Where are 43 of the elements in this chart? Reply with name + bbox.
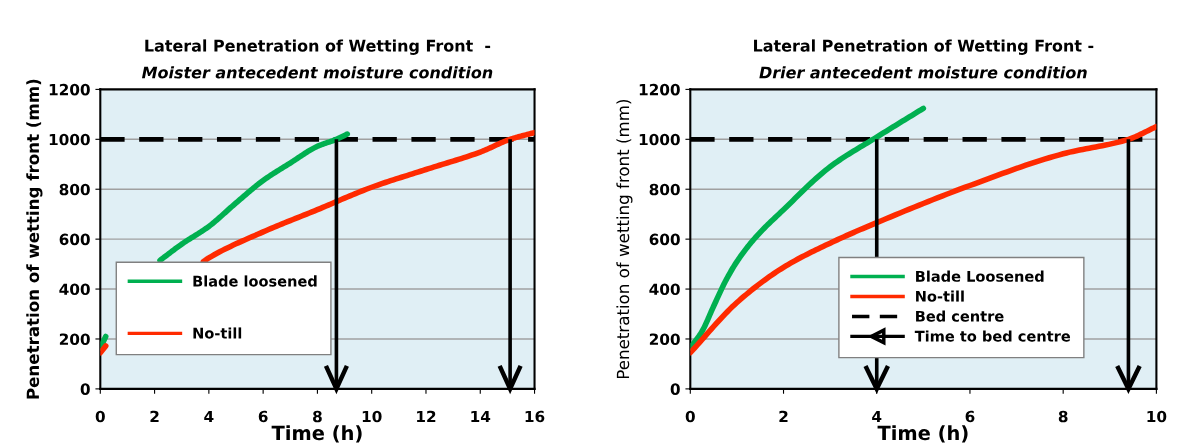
x-tick-label: 6 (965, 410, 975, 423)
legend-label: No-till (193, 327, 242, 339)
x-tick-label: 0 (95, 410, 105, 423)
y-tick-label: 800 (649, 183, 680, 196)
x-tick-label: 10 (1147, 410, 1167, 423)
x-axis-title: Time (h) (271, 425, 362, 443)
legend-label: Bed centre (916, 310, 1004, 322)
y-tick-label: 1200 (49, 83, 90, 96)
y-tick-label: 1000 (639, 133, 680, 146)
x-tick-label: 0 (685, 410, 695, 423)
y-tick-label: 600 (649, 233, 680, 246)
legend-label: No-till (916, 290, 964, 302)
y-tick-label: 400 (59, 283, 90, 296)
x-tick-label: 4 (204, 410, 214, 423)
chart-title: Lateral Penetration of Wetting Front - (145, 39, 491, 55)
y-tick-label: 200 (59, 333, 90, 345)
legend-label: Blade Loosened (916, 270, 1044, 282)
x-axis-title: Time (h) (877, 425, 968, 443)
x-tick-label: 16 (525, 410, 545, 423)
x-tick-label: 4 (872, 410, 882, 423)
x-tick-label: 2 (779, 410, 788, 423)
chart-subtitle: Drier antecedent moisture condition (759, 66, 1087, 79)
y-tick-label: 1200 (639, 83, 680, 96)
y-tick-label: 600 (59, 233, 90, 246)
y-tick-label: 1000 (49, 133, 90, 146)
y-tick-label: 200 (649, 333, 680, 345)
y-tick-label: 800 (59, 183, 90, 196)
y-axis-title: Penetration of wetting front (mm) (616, 100, 633, 379)
chart-title: Lateral Penetration of Wetting Front - (754, 39, 1094, 55)
y-axis-title: Penetration of wetting front (mm) (26, 79, 43, 399)
legend-label: Time to bed centre (914, 330, 1071, 342)
x-tick-label: 2 (150, 410, 159, 423)
y-tick-label: 0 (670, 383, 680, 395)
x-tick-label: 8 (1058, 410, 1068, 423)
y-tick-label: 0 (80, 383, 90, 395)
x-tick-label: 6 (258, 410, 268, 423)
y-tick-label: 400 (649, 283, 680, 296)
chart-subtitle: Moister antecedent moisture condition (141, 66, 493, 79)
x-tick-label: 14 (471, 410, 491, 423)
x-tick-label: 10 (362, 410, 382, 423)
x-tick-label: 12 (417, 410, 436, 423)
x-tick-label: 8 (313, 410, 322, 423)
legend-label: Blade loosened (193, 275, 317, 287)
